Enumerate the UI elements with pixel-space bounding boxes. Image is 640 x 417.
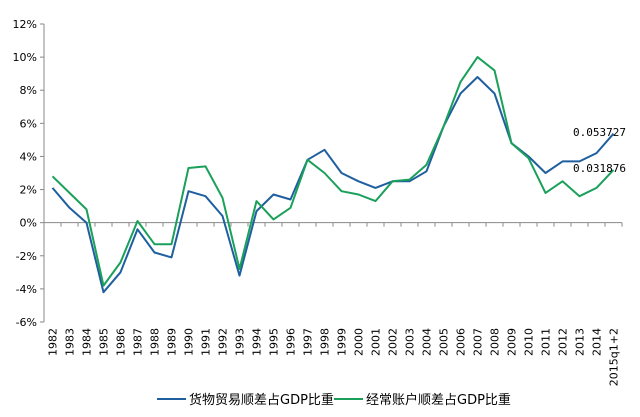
legend-label-series-2: 经常账户顺差占GDP比重 xyxy=(366,392,511,408)
y-tick-label: 2% xyxy=(20,184,37,197)
x-tick-label: 1994 xyxy=(251,328,264,356)
y-tick-label: 12% xyxy=(13,18,37,31)
y-tick-label: 8% xyxy=(20,84,37,97)
x-tick-label: 2005 xyxy=(438,328,451,356)
x-tick-label: 2011 xyxy=(540,328,553,356)
x-tick-label: 2014 xyxy=(591,328,604,356)
x-tick-label: 1989 xyxy=(166,328,179,356)
series-line-1 xyxy=(51,76,615,294)
annotation-series-2-last: 0.031876 xyxy=(573,162,626,175)
x-tick-label: 2000 xyxy=(353,328,366,356)
value-annotations: 0.053727 0.031876 xyxy=(573,126,626,175)
x-tick-label: 1987 xyxy=(132,328,145,356)
x-tick-label: 1990 xyxy=(183,328,196,356)
x-tick-label: 2001 xyxy=(370,328,383,356)
series-line-2 xyxy=(51,56,615,287)
x-tick-label: 1995 xyxy=(268,328,281,356)
annotation-series-1-last: 0.053727 xyxy=(573,126,626,139)
x-tick-label: 1982 xyxy=(47,328,60,356)
y-axis-ticks: -6% -4% -2% 0% 2% 4% 6% 8% 10% 12% xyxy=(13,18,44,329)
x-axis-ticks: 1982 1983 1984 1985 1986 1987 1988 1989 1990 1991… xyxy=(43,222,623,386)
x-tick-label: 1997 xyxy=(302,328,315,356)
x-tick-label: 1991 xyxy=(200,328,213,356)
x-tick-label: 1993 xyxy=(234,328,247,356)
x-tick-label: 2007 xyxy=(472,328,485,356)
x-tick-label: 1998 xyxy=(319,328,332,356)
x-tick-label: 1999 xyxy=(336,328,349,356)
series-lines xyxy=(51,56,615,294)
x-tick-label: 1986 xyxy=(115,328,128,356)
y-tick-label: 4% xyxy=(20,150,37,163)
y-tick-label: -6% xyxy=(16,316,37,329)
x-tick-label: 2015q1+2 xyxy=(608,328,621,386)
x-tick-label: 1983 xyxy=(64,328,77,356)
x-tick-label: 1985 xyxy=(98,328,111,356)
y-tick-label: -2% xyxy=(16,250,37,263)
x-tick-label: 2009 xyxy=(506,328,519,356)
x-tick-label: 2003 xyxy=(404,328,417,356)
x-tick-label: 2004 xyxy=(421,328,434,356)
x-tick-label: 2013 xyxy=(574,328,587,356)
x-tick-label: 2006 xyxy=(455,328,468,356)
x-tick-label: 2008 xyxy=(489,328,502,356)
x-tick-label: 1992 xyxy=(217,328,230,356)
y-tick-label: 0% xyxy=(20,217,37,230)
x-tick-label: 1996 xyxy=(285,328,298,356)
y-tick-label: 10% xyxy=(13,51,37,64)
x-tick-label: 2010 xyxy=(523,328,536,356)
y-tick-label: -4% xyxy=(16,283,37,296)
x-tick-label: 2012 xyxy=(557,328,570,356)
x-tick-label: 1988 xyxy=(149,328,162,356)
x-tick-label: 1984 xyxy=(81,328,94,356)
chart-legend: 货物贸易顺差占GDP比重 经常账户顺差占GDP比重 xyxy=(157,392,511,408)
x-tick-label: 2002 xyxy=(387,328,400,356)
legend-label-series-1: 货物贸易顺差占GDP比重 xyxy=(189,392,334,408)
y-tick-label: 6% xyxy=(20,117,37,130)
